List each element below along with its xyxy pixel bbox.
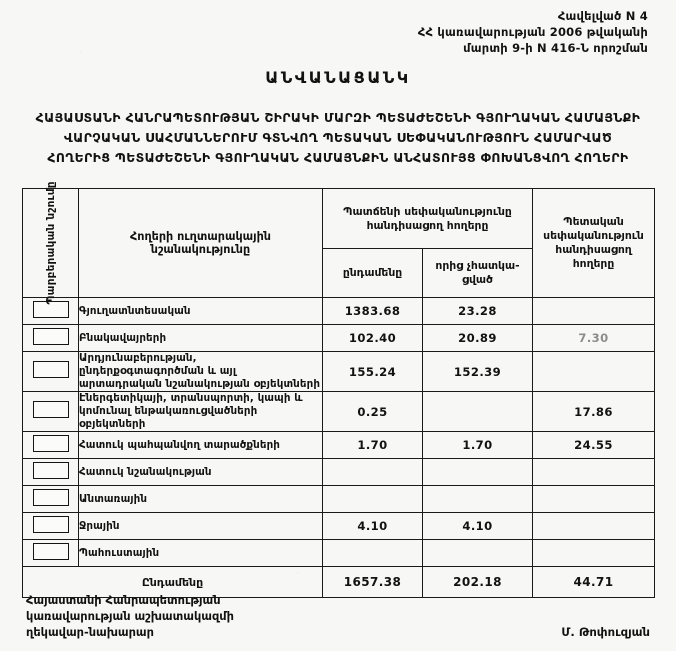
subtitle-line-1: ՀԱՅԱՍՏԱՆԻ ՀԱՆՐԱՊԵՏՈՒԹՅԱՆ ՇԻՐԱԿԻ ՄԱՐԶԻ ՊԵ… — [35, 110, 641, 125]
header-private-unallocated: որից չհատկա-ցված — [422, 248, 533, 298]
index-box — [32, 515, 69, 533]
index-box — [32, 461, 69, 479]
document-reference-block: Հավելված N 4 ՀՀ կառավարության 2006 թվակա… — [318, 8, 648, 56]
row-private-total — [322, 539, 423, 567]
total-label: Ընդամենը — [22, 566, 323, 598]
row-private-unallocated: 23.28 — [422, 297, 533, 325]
header-private-group: Պատճենի սեփականությունը հանդիսացող հողեր… — [322, 188, 533, 249]
table-row: Հատուկ պահպանվող տարածքների 1.70 1.70 24… — [22, 431, 655, 459]
index-box — [32, 401, 69, 418]
row-label: Գյուղատնտեսական — [78, 297, 323, 325]
header-land-category: Հողերի ուղտարակային նշանակությունը — [78, 188, 323, 298]
row-private-unallocated: 152.39 — [422, 351, 533, 392]
row-index-cell — [22, 324, 79, 352]
total-state: 44.71 — [532, 566, 655, 598]
document-title: ԱՆՎԱՆԱՑԱՆԿ — [265, 68, 411, 87]
header-index-label: Պարբերական նշումը — [44, 181, 57, 305]
row-private-unallocated: 1.70 — [422, 431, 533, 459]
footer-line-1: Հայաստանի Հանրապետության — [26, 593, 221, 607]
row-label: Անտառային — [78, 485, 323, 513]
index-box — [32, 361, 69, 378]
row-state — [532, 485, 655, 513]
row-state — [532, 297, 655, 325]
row-private-total: 155.24 — [322, 351, 423, 392]
row-label: Պահուստային — [78, 539, 323, 567]
table-row: Պահուստային — [22, 539, 655, 567]
row-index-cell — [22, 297, 79, 325]
table-row: Հատուկ նշանակության — [22, 458, 655, 486]
row-private-total: 0.25 — [322, 391, 423, 432]
index-box — [32, 488, 69, 506]
row-state — [532, 458, 655, 486]
row-private-unallocated: 20.89 — [422, 324, 533, 352]
total-private-unallocated: 202.18 — [422, 566, 533, 598]
footer-line-3: ղեկավար-նախարար — [26, 625, 154, 639]
row-state: 24.55 — [532, 431, 655, 459]
header-private-total: ընդամենը — [322, 248, 423, 298]
table-row: Արդյունաբերության, ընդերքօգտագործման և ա… — [22, 351, 655, 392]
row-index-cell — [22, 391, 79, 432]
header-state-column: Պետական սեփականություն հանդիսացող հողերը — [532, 188, 655, 298]
row-label: Էներգետիկայի, տրանսպորտի, կապի և կոմունա… — [78, 391, 323, 432]
row-private-total: 4.10 — [322, 512, 423, 540]
document-footer: Հայաստանի Հանրապետության կառավարության ա… — [26, 592, 650, 640]
land-allocation-table-wrapper: Պարբերական նշումը Հողերի ուղտարակային նշ… — [22, 181, 655, 598]
row-state: 17.86 — [532, 391, 655, 432]
row-state — [532, 512, 655, 540]
index-box — [32, 542, 69, 560]
row-private-total: 102.40 — [322, 324, 423, 352]
table-row: Բնակավայրերի 102.40 20.89 7.30 — [22, 324, 655, 352]
index-box — [32, 300, 69, 318]
row-private-total: 1.70 — [322, 431, 423, 459]
land-allocation-table: Պարբերական նշումը Հողերի ուղտարակային նշ… — [22, 181, 655, 598]
reference-line-3: մարտի 9-ի N 416-Ն որոշման — [463, 41, 648, 55]
footer-signatory-block: Հայաստանի Հանրապետության կառավարության ա… — [26, 592, 234, 640]
row-index-cell — [22, 458, 79, 486]
row-private-unallocated — [422, 391, 533, 432]
row-label: Արդյունաբերության, ընդերքօգտագործման և ա… — [78, 351, 323, 392]
reference-line-2: ՀՀ կառավարության 2006 թվականի — [417, 25, 648, 39]
footer-signature-name: Մ. Թոփուզյան — [561, 625, 650, 639]
subtitle-line-2: ՎԱՐՉԱԿԱՆ ՍԱՀՄԱՆՆԵՐՈՒՄ ԳՏՆՎՈՂ ՊԵՏԱԿԱՆ ՍԵՓ… — [63, 130, 613, 145]
row-label: Հատուկ նշանակության — [78, 458, 323, 486]
row-label: Բնակավայրերի — [78, 324, 323, 352]
footer-line-2: կառավարության աշխատակազմի — [26, 609, 234, 623]
row-state: 7.30 — [532, 324, 655, 352]
table-row: Էներգետիկայի, տրանսպորտի, կապի և կոմունա… — [22, 391, 655, 432]
row-private-total — [322, 458, 423, 486]
table-total-row: Ընդամենը 1657.38 202.18 44.71 — [22, 566, 655, 598]
row-index-cell — [22, 485, 79, 513]
table-header: Պարբերական նշումը Հողերի ուղտարակային նշ… — [22, 181, 655, 305]
row-private-unallocated — [422, 485, 533, 513]
document-subtitle: ՀԱՅԱՍՏԱՆԻ ՀԱՆՐԱՊԵՏՈՒԹՅԱՆ ՇԻՐԱԿԻ ՄԱՐԶԻ ՊԵ… — [30, 108, 646, 168]
header-index-column: Պարբերական նշումը — [22, 181, 79, 305]
row-private-total: 1383.68 — [322, 297, 423, 325]
row-index-cell — [22, 351, 79, 392]
row-state — [532, 351, 655, 392]
row-label: Ջրային — [78, 512, 323, 540]
reference-line-1: Հավելված N 4 — [557, 9, 648, 23]
row-index-cell — [22, 431, 79, 459]
index-box — [32, 327, 69, 345]
index-box — [32, 434, 69, 452]
table-row: Անտառային — [22, 485, 655, 513]
table-row: Գյուղատնտեսական 1383.68 23.28 — [22, 297, 655, 325]
row-private-unallocated: 4.10 — [422, 512, 533, 540]
subtitle-line-3: ՀՈՂԵՐԻՑ ՊԵՏԱԺԵՇԵՆԻ ԳՅՈՒՂԱԿԱՆ ՀԱՄԱՅՆՔԻՆ Ա… — [47, 150, 629, 165]
table-row: Ջրային 4.10 4.10 — [22, 512, 655, 540]
row-index-cell — [22, 512, 79, 540]
row-state — [532, 539, 655, 567]
table-body: Գյուղատնտեսական 1383.68 23.28 Բնակավայրե… — [22, 297, 655, 598]
row-private-total — [322, 485, 423, 513]
row-label: Հատուկ պահպանվող տարածքների — [78, 431, 323, 459]
row-private-unallocated — [422, 458, 533, 486]
row-private-unallocated — [422, 539, 533, 567]
row-index-cell — [22, 539, 79, 567]
